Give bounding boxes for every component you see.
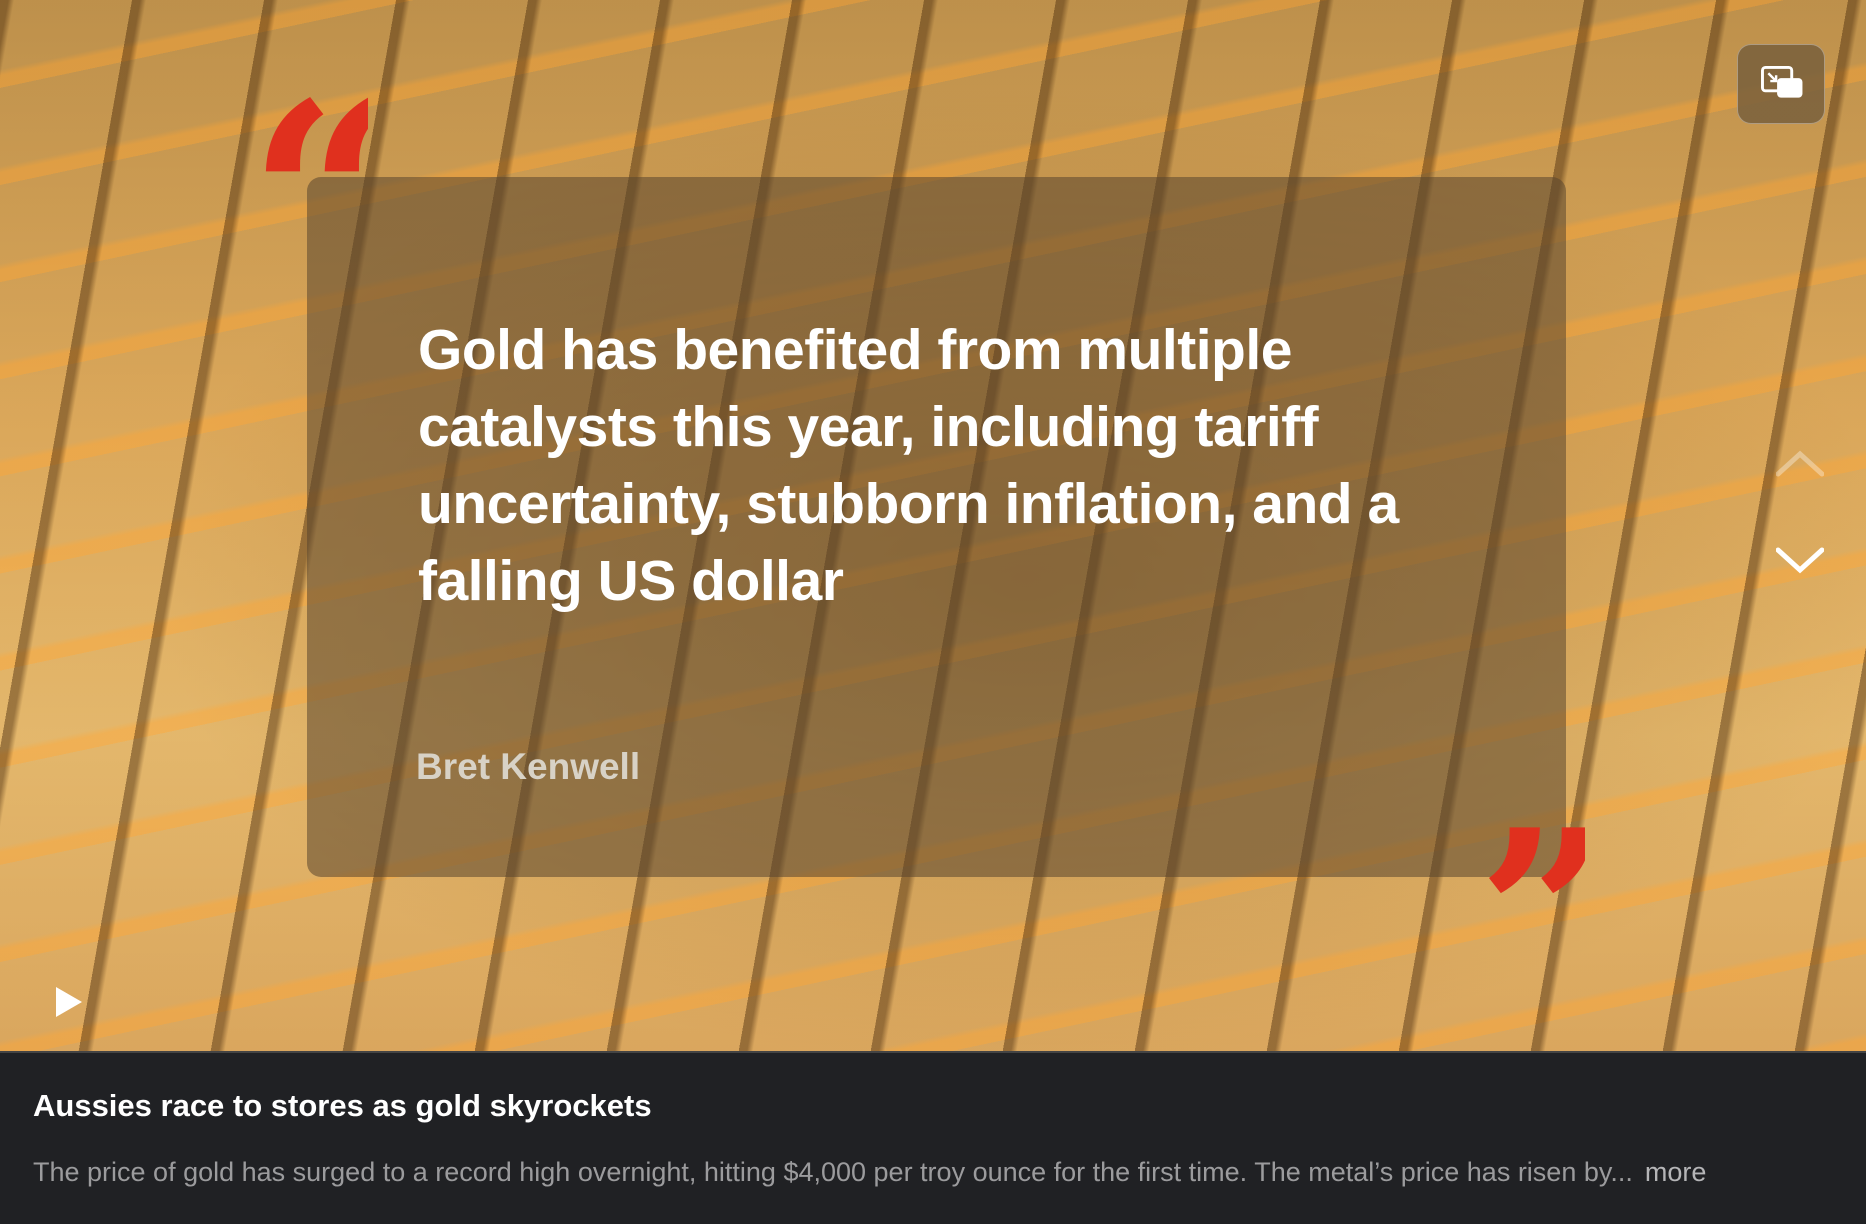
picture-in-picture-button[interactable] <box>1737 44 1825 124</box>
quote-author: Bret Kenwell <box>416 746 641 787</box>
quote-card <box>307 177 1566 877</box>
caption-title: Aussies race to stores as gold skyrocket… <box>33 1088 652 1123</box>
caption-panel: Aussies race to stores as gold skyrocket… <box>0 1051 1866 1224</box>
chevron-up-icon[interactable] <box>1776 444 1824 484</box>
caption-body: The price of gold has surged to a record… <box>33 1157 1633 1187</box>
play-icon[interactable] <box>54 985 84 1019</box>
slide-image: “ ” Gold has benefited from multiple cat… <box>0 0 1866 1051</box>
open-quote-mark: “ <box>248 70 368 250</box>
more-link[interactable]: more <box>1644 1157 1707 1187</box>
quote-text: Gold has benefited from multiple catalys… <box>418 318 1399 613</box>
chevron-down-icon[interactable] <box>1776 540 1824 580</box>
picture-in-picture-icon <box>1761 65 1803 98</box>
caption-body-row: The price of gold has surged to a record… <box>33 1157 1706 1188</box>
close-quote-mark: ” <box>1478 800 1586 960</box>
